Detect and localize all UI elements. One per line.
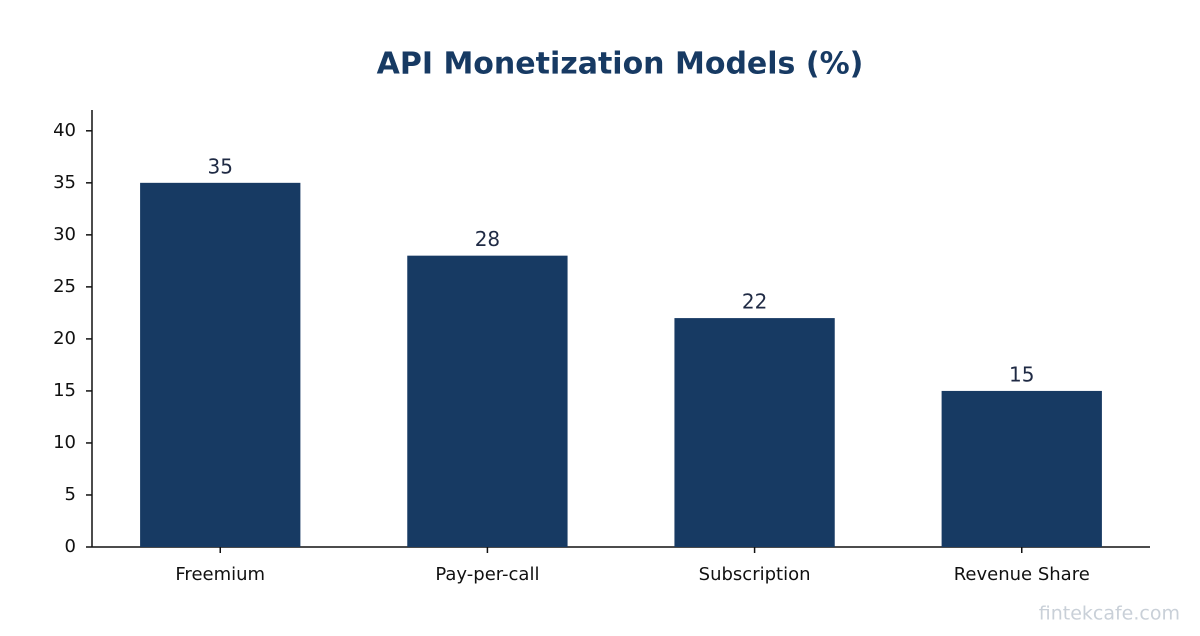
y-tick-label: 5 <box>65 484 76 505</box>
bar <box>140 182 301 548</box>
x-tick-label: Pay-per-call <box>435 564 539 585</box>
chart-title: API Monetization Models (%) <box>377 47 864 82</box>
y-tick-label: 20 <box>53 328 76 349</box>
y-tick-label: 35 <box>53 172 76 193</box>
bar <box>941 390 1102 547</box>
watermark: fintekcafe.com <box>1039 603 1180 625</box>
y-tick-label: 25 <box>53 276 76 297</box>
value-label: 28 <box>475 227 500 251</box>
y-tick-label: 40 <box>53 120 76 141</box>
x-tick-label: Freemium <box>175 564 265 585</box>
value-label: 15 <box>1009 362 1034 386</box>
value-label: 35 <box>208 154 233 178</box>
bar <box>674 318 835 547</box>
y-tick-label: 10 <box>53 432 76 453</box>
value-label: 22 <box>742 290 767 314</box>
x-tick-label: Revenue Share <box>954 564 1090 585</box>
y-tick-label: 0 <box>65 536 76 557</box>
y-tick-label: 30 <box>53 224 76 245</box>
x-tick-label: Subscription <box>699 564 811 585</box>
bar <box>407 255 568 547</box>
y-tick-label: 15 <box>53 380 76 401</box>
